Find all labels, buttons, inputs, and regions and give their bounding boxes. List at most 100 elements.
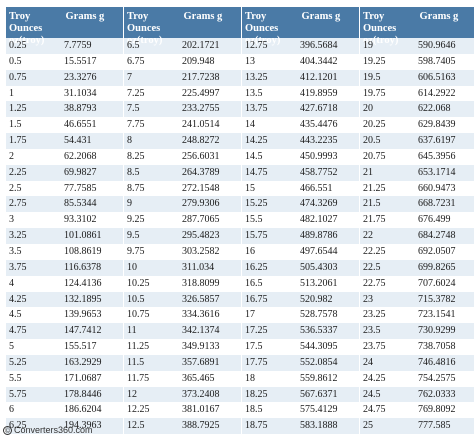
ounces-cell: 7.5 [127, 103, 140, 115]
ounces-cell: 14.5 [245, 150, 263, 162]
grams-cell: 754.2575 [418, 372, 456, 384]
ounces-cell: 14.75 [245, 166, 268, 178]
grams-cell: 513.2061 [300, 277, 338, 289]
table-row: 20.25 629.8439 [360, 117, 474, 134]
ounces-cell: 6.75 [127, 55, 145, 67]
table-row: 7.25 225.4997 [124, 85, 241, 102]
table-row: 14.25 443.2235 [242, 133, 359, 149]
table-row: 23 715.3782 [360, 291, 474, 308]
table-row: 13.5 419.8959 [242, 85, 359, 102]
ounces-cell: 19.5 [363, 71, 381, 83]
table-row: 9.5 295.4823 [124, 228, 241, 244]
grams-cell: 388.7925 [182, 420, 220, 432]
ounces-cell: 16 [245, 245, 255, 257]
grams-cell: 684.2748 [418, 230, 456, 242]
table-row: 20.5 637.6197 [360, 133, 474, 149]
ounces-cell: 22.75 [363, 277, 386, 289]
ounces-cell: 21.5 [363, 198, 381, 210]
ounces-cell: 18.25 [245, 388, 268, 400]
grams-cell: 139.9653 [64, 309, 102, 321]
grams-cell: 606.5163 [418, 71, 456, 83]
site-credit: Converters360.com [14, 425, 93, 435]
grams-cell: 590.9646 [418, 40, 456, 51]
ounces-cell: 11.75 [127, 372, 150, 384]
grams-cell: 575.4129 [300, 404, 338, 416]
grams-cell: 303.2582 [182, 245, 220, 257]
table-row: 1.25 38.8793 [6, 101, 123, 118]
ounces-cell: 23.5 [363, 325, 381, 337]
grams-cell: 614.2922 [418, 87, 456, 99]
grams-cell: 342.1374 [182, 325, 220, 337]
table-row: 16.25 505.4303 [242, 259, 359, 276]
grams-cell: 381.0167 [182, 404, 220, 416]
grams-cell: 217.7238 [182, 71, 220, 83]
table-row: 12 373.2408 [124, 386, 241, 403]
table-row: 12.25 381.0167 [124, 402, 241, 419]
table-row: 1 31.1034 [6, 85, 123, 102]
grams-cell: 311.034 [182, 261, 215, 273]
conversion-tables: Troy Ounces oz(troy) Grams g 0.25 7.7759 0.5… [6, 7, 474, 435]
table-row: 25 777.585 [360, 418, 474, 435]
ounces-cell: 18.75 [245, 420, 268, 432]
grams-cell: 93.3102 [64, 214, 97, 226]
table-row: 14.75 458.7752 [242, 164, 359, 181]
table-body: 19 590.9646 19.25 598.7405 19.5 606.5163 19.75… [360, 38, 474, 435]
grams-cell: 38.8793 [64, 103, 97, 115]
table-row: 17.5 544.3095 [242, 339, 359, 355]
grams-cell: 769.8092 [418, 404, 456, 416]
grams-cell: 62.2068 [64, 150, 97, 162]
table-row: 2.75 85.5344 [6, 196, 123, 213]
grams-cell: 209.948 [182, 55, 215, 67]
ounces-cell: 16.5 [245, 277, 263, 289]
header-troy-ounces: Troy Ounces oz(troy) [245, 11, 281, 46]
table-header: Troy Ounces oz(troy) Grams g [360, 7, 474, 46]
grams-cell: 458.7752 [300, 166, 338, 178]
table-row: 16.5 513.2061 [242, 275, 359, 292]
table-row: 3.75 116.6378 [6, 259, 123, 276]
grams-cell: 583.1888 [300, 420, 338, 432]
grams-cell: 69.9827 [64, 166, 97, 178]
grams-cell: 349.9133 [182, 341, 220, 353]
grams-cell: 730.9299 [418, 325, 456, 337]
table-row: 13.25 412.1201 [242, 69, 359, 86]
ounces-cell: 24.5 [363, 388, 381, 400]
grams-cell: 536.5337 [300, 325, 338, 337]
grams-cell: 23.3276 [64, 71, 97, 83]
table-row: 21 653.1714 [360, 164, 474, 181]
table-row: 17.75 552.0854 [242, 354, 359, 371]
grams-cell: 746.4816 [418, 356, 456, 368]
table-row: 10.75 334.3616 [124, 307, 241, 324]
ounces-cell: 1 [9, 87, 14, 99]
header-grams: Grams g [183, 11, 223, 22]
ounces-cell: 23 [363, 293, 373, 305]
ounces-cell: 6.5 [127, 40, 140, 51]
table-row: 13.75 427.6718 [242, 101, 359, 118]
table-row: 5.75 178.8446 [6, 386, 123, 403]
table-row: 5 155.517 [6, 339, 123, 355]
table-row: 6.25 194.3963 [6, 418, 123, 435]
grams-cell: 396.5684 [300, 40, 338, 51]
grams-cell: 497.6544 [300, 245, 338, 257]
grams-cell: 404.3442 [300, 55, 338, 67]
grams-cell: 489.8786 [300, 230, 338, 242]
grams-cell: 295.4823 [182, 230, 220, 242]
ounces-cell: 8.75 [127, 182, 145, 194]
grams-cell: 264.3789 [182, 166, 220, 178]
table-row: 19.5 606.5163 [360, 69, 474, 86]
grams-cell: 85.5344 [64, 198, 97, 210]
grams-cell: 132.1895 [64, 293, 102, 305]
table-row: 22.25 692.0507 [360, 243, 474, 260]
grams-cell: 116.6378 [64, 261, 102, 273]
table-row: 9.75 303.2582 [124, 243, 241, 260]
table-row: 6.75 209.948 [124, 53, 241, 70]
table-row: 24.25 754.2575 [360, 370, 474, 387]
ounces-cell: 5 [9, 341, 14, 353]
grams-cell: 171.0687 [64, 372, 102, 384]
table-row: 13 404.3442 [242, 53, 359, 70]
table-row: 15.75 489.8786 [242, 228, 359, 244]
ounces-cell: 6 [9, 404, 14, 416]
grams-cell: 7.7759 [64, 40, 92, 51]
table-row: 23.75 738.7058 [360, 339, 474, 355]
table-row: 8.75 272.1548 [124, 180, 241, 197]
grams-cell: 668.7231 [418, 198, 456, 210]
